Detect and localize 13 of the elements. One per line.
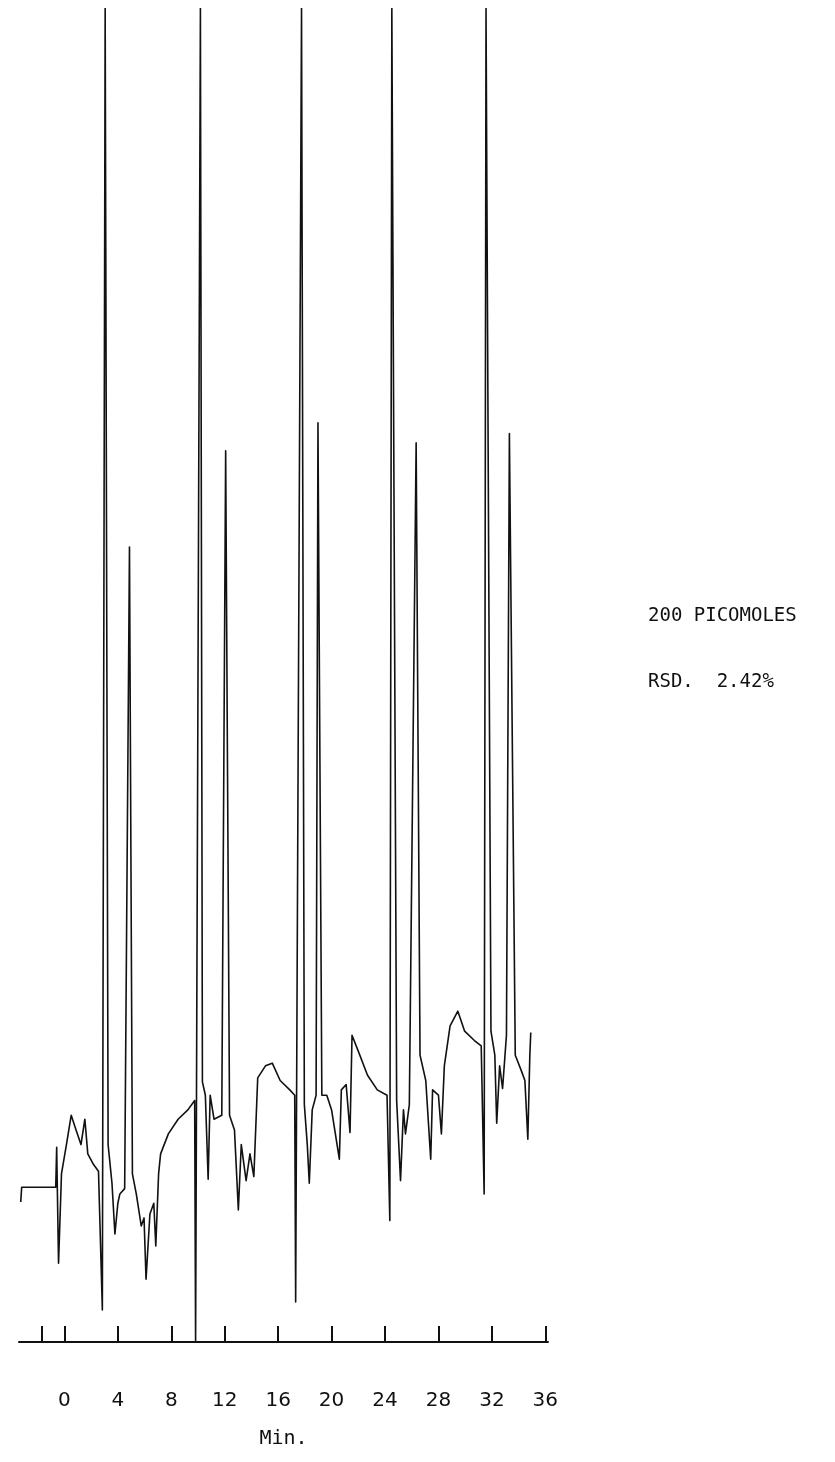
x-tick-label: 24 (372, 1387, 398, 1411)
x-tick-label: 20 (318, 1387, 345, 1411)
x-tick-label: 32 (479, 1387, 505, 1411)
x-tick-label: 12 (212, 1387, 238, 1411)
x-tick-label: 16 (265, 1387, 291, 1411)
x-tick-label: 28 (425, 1387, 452, 1411)
x-tick-label: 0 (58, 1387, 71, 1411)
x-tick-label: 4 (111, 1387, 125, 1411)
x-axis-title: Min. (259, 1425, 308, 1449)
text: 200 PICOMOLES (648, 602, 797, 625)
x-tick-label: 8 (164, 1387, 178, 1411)
text: RSD. 2.42% (648, 668, 775, 691)
x-tick-label: 36 (532, 1387, 559, 1411)
